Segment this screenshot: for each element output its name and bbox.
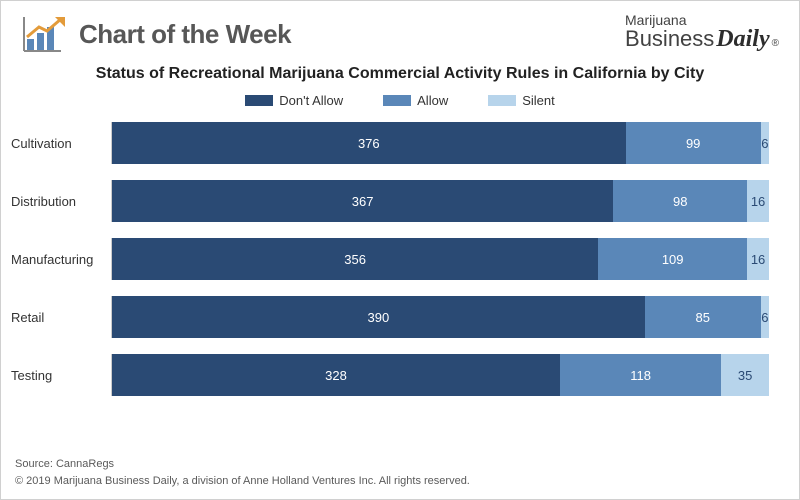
- bar-segment: 6: [761, 122, 769, 164]
- category-label: Retail: [11, 310, 111, 325]
- bar-track: 390856: [111, 296, 769, 338]
- bar-segment: 35: [721, 354, 769, 396]
- stacked-bar-chart: Cultivation376996Distribution3679816Manu…: [1, 122, 799, 396]
- bar-segment: 118: [560, 354, 721, 396]
- copyright-text: © 2019 Marijuana Business Daily, a divis…: [15, 473, 470, 490]
- source-text: Source: CannaRegs: [15, 456, 470, 473]
- bar-segment: 85: [645, 296, 761, 338]
- bar-segment: 376: [112, 122, 626, 164]
- brand-line2: Business Daily ®: [625, 27, 779, 51]
- header: Chart of the Week Marijuana Business Dai…: [1, 1, 799, 63]
- bar-track: 376996: [111, 122, 769, 164]
- category-label: Manufacturing: [11, 252, 111, 267]
- left-brand: Chart of the Week: [21, 13, 291, 55]
- bar-segment: 367: [112, 180, 613, 222]
- chart-row: Cultivation376996: [11, 122, 769, 164]
- legend-item: Allow: [383, 93, 448, 108]
- category-label: Cultivation: [11, 136, 111, 151]
- legend-label: Allow: [417, 93, 448, 108]
- chart-row: Retail390856: [11, 296, 769, 338]
- chart-row: Testing32811835: [11, 354, 769, 396]
- brand-line1: Marijuana: [625, 13, 779, 27]
- brand-daily: Daily: [716, 27, 769, 51]
- registered-mark: ®: [772, 39, 779, 49]
- bar-segment: 16: [747, 238, 769, 280]
- bar-segment: 6: [761, 296, 769, 338]
- legend-swatch: [245, 95, 273, 106]
- bar-chart-arrow-icon: [21, 13, 69, 55]
- legend-label: Silent: [522, 93, 555, 108]
- legend-swatch: [488, 95, 516, 106]
- bar-segment: 109: [598, 238, 747, 280]
- bar-track: 3679816: [111, 180, 769, 222]
- brand-business: Business: [625, 28, 714, 50]
- bar-track: 35610916: [111, 238, 769, 280]
- category-label: Distribution: [11, 194, 111, 209]
- chart-title: Status of Recreational Marijuana Commerc…: [1, 63, 799, 93]
- publisher-brand: Marijuana Business Daily ®: [625, 13, 779, 51]
- legend: Don't Allow Allow Silent: [1, 93, 799, 122]
- legend-item: Don't Allow: [245, 93, 343, 108]
- bar-segment: 16: [747, 180, 769, 222]
- chart-row: Distribution3679816: [11, 180, 769, 222]
- bar-segment: 99: [626, 122, 761, 164]
- chart-of-the-week-label: Chart of the Week: [79, 19, 291, 50]
- legend-label: Don't Allow: [279, 93, 343, 108]
- footer: Source: CannaRegs © 2019 Marijuana Busin…: [15, 456, 470, 489]
- chart-row: Manufacturing35610916: [11, 238, 769, 280]
- bar-segment: 328: [112, 354, 560, 396]
- category-label: Testing: [11, 368, 111, 383]
- legend-item: Silent: [488, 93, 555, 108]
- bar-segment: 98: [613, 180, 747, 222]
- bar-track: 32811835: [111, 354, 769, 396]
- legend-swatch: [383, 95, 411, 106]
- bar-segment: 390: [112, 296, 645, 338]
- bar-segment: 356: [112, 238, 598, 280]
